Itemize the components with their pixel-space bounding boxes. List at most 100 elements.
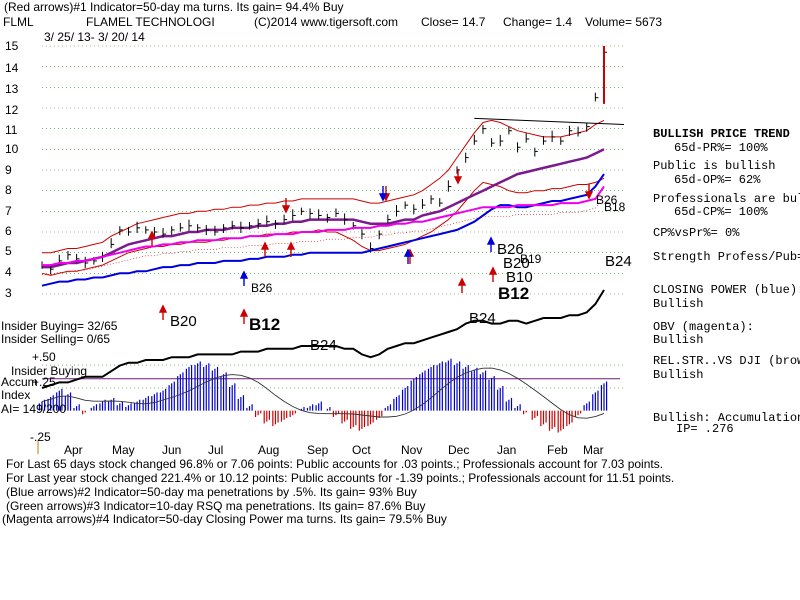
index-label: Index bbox=[1, 388, 31, 402]
month-label: Oct bbox=[352, 443, 371, 457]
red-up-arrow bbox=[158, 304, 168, 320]
axis-label: 9 bbox=[5, 163, 12, 177]
blue-down-arrow bbox=[378, 186, 388, 202]
obv-title: OBV (magenta): bbox=[653, 320, 754, 334]
closing-power-line bbox=[41, 173, 605, 287]
cp-vs-pr: CP%vsPr%= 0% bbox=[653, 226, 740, 240]
insider-buying: Insider Buying= 32/65 bbox=[1, 319, 118, 333]
axis-label: 4 bbox=[5, 265, 12, 279]
ma50-line bbox=[42, 148, 605, 269]
footer-line: For Last year stock changed 221.4% or 10… bbox=[6, 471, 675, 485]
ticker: FLML bbox=[3, 15, 34, 29]
signal-label: B12 bbox=[249, 315, 281, 334]
signal-label: B24 bbox=[469, 310, 496, 327]
signal-label: B20 bbox=[170, 313, 197, 330]
axis-label: 10 bbox=[5, 142, 19, 156]
insider-selling: Insider Selling= 0/65 bbox=[1, 332, 111, 346]
date-range: 3/ 25/ 13- 3/ 20/ 14 bbox=[44, 30, 145, 44]
month-label: May bbox=[112, 443, 135, 457]
footer-line: (Green arrows)#3 Indicator=10-day RSQ ma… bbox=[6, 499, 426, 513]
footer-line: (Blue arrows)#2 Indicator=50-day ma pene… bbox=[6, 485, 417, 499]
red-up-arrow bbox=[147, 230, 157, 246]
red-down-arrow bbox=[584, 184, 594, 200]
obv-value: Bullish bbox=[653, 333, 704, 347]
signal-label: B12 bbox=[498, 284, 530, 303]
signal-label: B26 bbox=[596, 193, 618, 207]
axis-label: 6 bbox=[5, 224, 12, 238]
month-label: Jan bbox=[497, 443, 517, 457]
signal-arrows bbox=[147, 169, 594, 324]
change-value: Change= 1.4 bbox=[503, 15, 573, 29]
month-label: Aug bbox=[258, 443, 280, 457]
strength-ratio: Strength Profess/Pub= 23 bbox=[653, 250, 800, 264]
axis-label: 3 bbox=[5, 286, 12, 300]
public-title: Public is bullish bbox=[653, 159, 776, 173]
red-up-arrow bbox=[488, 266, 498, 282]
ind-axis-label: +.50 bbox=[32, 350, 56, 364]
cp-title: CLOSING POWER (blue): bbox=[653, 283, 800, 297]
signal-label: B26 bbox=[251, 281, 273, 295]
price-grid bbox=[37, 45, 624, 454]
price-series bbox=[41, 46, 625, 275]
resistance-line bbox=[474, 117, 625, 126]
axis-label: 12 bbox=[5, 103, 19, 117]
ip-value: IP= .276 bbox=[676, 422, 734, 436]
month-label: Feb bbox=[547, 443, 568, 457]
obv-ma-line bbox=[42, 195, 605, 275]
axis-label: 8 bbox=[5, 183, 12, 197]
upper-band-line bbox=[42, 119, 605, 254]
cp-value: Bullish bbox=[653, 297, 704, 311]
red-up-arrow bbox=[286, 241, 296, 257]
month-label: Nov bbox=[401, 443, 423, 457]
signal-label: B18 bbox=[604, 200, 626, 214]
accumulation-bars bbox=[38, 358, 608, 433]
signal-label: B24 bbox=[310, 337, 337, 354]
ind-axis-label: -.25 bbox=[30, 430, 51, 444]
signal-label: B10 bbox=[506, 269, 533, 286]
red-down-arrow bbox=[281, 198, 291, 214]
insider-buying-2: Insider Buying bbox=[11, 364, 88, 378]
red-down-arrow bbox=[453, 169, 463, 185]
obv-line bbox=[42, 185, 605, 267]
relstr-value: Bullish bbox=[653, 368, 704, 382]
trend-value: 65d-PR%= 100% bbox=[674, 141, 768, 155]
month-label: Sep bbox=[307, 443, 329, 457]
public-value: 65d-OP%= 62% bbox=[674, 173, 761, 187]
blue-up-arrow bbox=[239, 270, 249, 286]
copyright: (C)2014 www.tigersoft.com bbox=[254, 15, 399, 29]
month-label: Dec bbox=[448, 443, 470, 457]
pros-value: 65d-CP%= 100% bbox=[674, 205, 768, 219]
red-up-arrow bbox=[260, 241, 270, 257]
month-label: Apr bbox=[64, 443, 83, 457]
axis-label: 7 bbox=[5, 204, 12, 218]
month-label: Mar bbox=[583, 443, 604, 457]
axis-label: 5 bbox=[5, 244, 12, 258]
signal-label: B20 bbox=[503, 255, 530, 272]
relstr-title: REL.STR..VS DJI (brown) bbox=[653, 354, 800, 368]
close-value: Close= 14.7 bbox=[421, 15, 486, 29]
trend-title: BULLISH PRICE TREND bbox=[653, 127, 790, 141]
rel-strength-line bbox=[41, 289, 605, 389]
footer-line: For Last 65 days stock changed 96.8% or … bbox=[6, 457, 664, 471]
indicator-series bbox=[41, 173, 605, 389]
pros-title: Professionals are bullish bbox=[653, 192, 800, 206]
month-label: Jul bbox=[208, 443, 224, 457]
accum-ma-line bbox=[41, 367, 605, 419]
ind-axis-label: +.25 bbox=[32, 375, 56, 389]
red-up-arrow bbox=[239, 308, 249, 324]
accum-title: Bullish: Accumulation Risi bbox=[653, 411, 800, 425]
blue-up-arrow bbox=[403, 248, 413, 264]
month-label: Jun bbox=[162, 443, 182, 457]
axis-label: 15 bbox=[5, 39, 19, 53]
signal-label: B26 bbox=[497, 241, 524, 258]
axis-label: 13 bbox=[5, 82, 19, 96]
volume-value: Volume= 5673 bbox=[585, 15, 663, 29]
company-name: FLAMEL TECHNOLOGI bbox=[86, 15, 215, 29]
footer-line: (Magenta arrows)#4 Indicator=50-day Clos… bbox=[2, 512, 447, 526]
accum-label: Accum bbox=[1, 375, 38, 389]
signal-label: B24 bbox=[605, 253, 632, 270]
axis-label: 11 bbox=[5, 123, 18, 137]
axis-label: 14 bbox=[5, 61, 19, 75]
header-indicator-line: (Red arrows)#1 Indicator=50-day ma turns… bbox=[4, 0, 344, 14]
